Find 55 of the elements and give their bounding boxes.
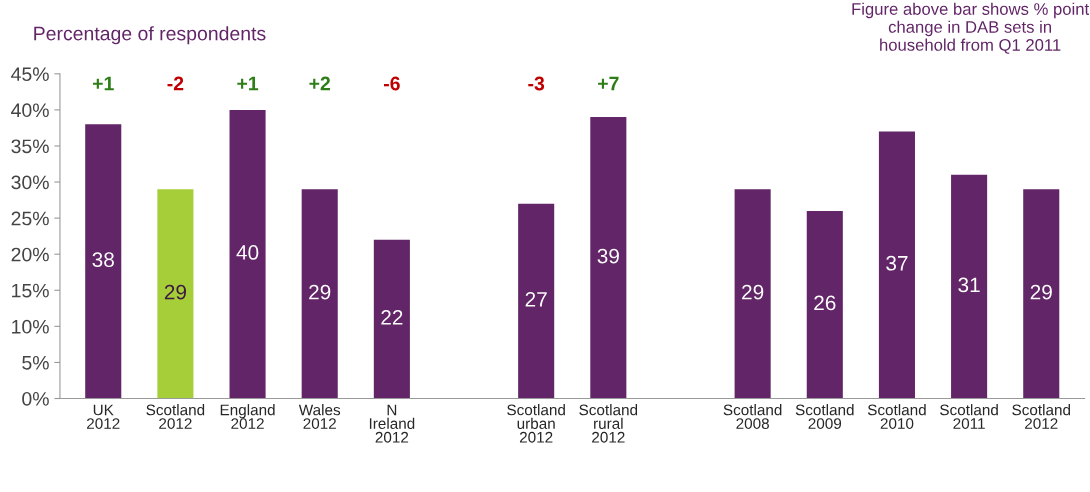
data-label: 29 bbox=[309, 284, 331, 300]
y-tick-label: 10% bbox=[12, 319, 49, 334]
y-tick-label: 5% bbox=[22, 355, 49, 370]
x-tick-label: Scotland rural 2012 bbox=[579, 404, 638, 443]
annotation: +1 bbox=[237, 76, 259, 91]
data-label: 37 bbox=[886, 255, 908, 271]
data-label: 22 bbox=[381, 309, 403, 325]
bar bbox=[157, 189, 194, 399]
y-tick-label: 0% bbox=[22, 391, 49, 406]
bar bbox=[951, 174, 988, 399]
x-tick-label: Scotland 2011 bbox=[940, 404, 998, 429]
data-label: 29 bbox=[1030, 284, 1052, 300]
data-label: 31 bbox=[958, 277, 980, 293]
x-tick-label: Scotland 2012 bbox=[146, 404, 205, 429]
bar bbox=[734, 189, 771, 399]
y-tick-label: 20% bbox=[11, 247, 49, 262]
bar bbox=[518, 203, 555, 399]
y-axis-title: Percentage of respondents bbox=[34, 26, 266, 45]
bar bbox=[1023, 189, 1060, 399]
data-label: 40 bbox=[236, 245, 259, 260]
bar bbox=[806, 210, 843, 399]
bar bbox=[590, 117, 627, 399]
x-tick-label: Scotland 2010 bbox=[867, 404, 926, 429]
annotation: +7 bbox=[598, 76, 619, 91]
bar bbox=[85, 124, 122, 399]
x-tick-label: Scotland 2009 bbox=[795, 404, 854, 429]
x-tick-label: Scotland urban 2012 bbox=[507, 404, 565, 443]
x-tick-label: Scotland 2012 bbox=[1012, 404, 1070, 429]
annotation: -6 bbox=[383, 76, 400, 91]
y-tick-label: 35% bbox=[11, 139, 49, 154]
data-label: 26 bbox=[814, 295, 836, 311]
x-tick-label: Scotland 2008 bbox=[723, 404, 782, 429]
data-label: 29 bbox=[164, 284, 186, 300]
y-tick-label: 30% bbox=[11, 175, 49, 190]
bar bbox=[229, 109, 266, 399]
bar bbox=[878, 131, 915, 399]
data-label: 38 bbox=[92, 252, 114, 268]
y-tick-label: 15% bbox=[12, 283, 49, 298]
x-tick-label: England 2012 bbox=[220, 404, 275, 429]
bar bbox=[301, 189, 338, 399]
bar bbox=[373, 239, 410, 399]
text: Figure above bar shows % point change in DAB sets in household from Q1 2011 bbox=[852, 2, 1090, 54]
x-tick-label: Wales 2012 bbox=[298, 404, 341, 429]
x-tick-label: UK 2012 bbox=[87, 404, 120, 429]
data-label: 39 bbox=[597, 248, 619, 264]
annotation: -2 bbox=[167, 76, 184, 91]
annotation: +2 bbox=[309, 76, 331, 91]
annotation: +1 bbox=[92, 76, 114, 91]
y-tick-label: 25% bbox=[11, 211, 49, 226]
x-tick-label: N Ireland 2012 bbox=[369, 404, 415, 443]
y-tick-label: 40% bbox=[11, 103, 49, 118]
data-label: 27 bbox=[525, 291, 547, 307]
data-label: 29 bbox=[742, 284, 764, 300]
annotation: -3 bbox=[528, 76, 545, 91]
y-tick-label: 45% bbox=[11, 67, 49, 82]
